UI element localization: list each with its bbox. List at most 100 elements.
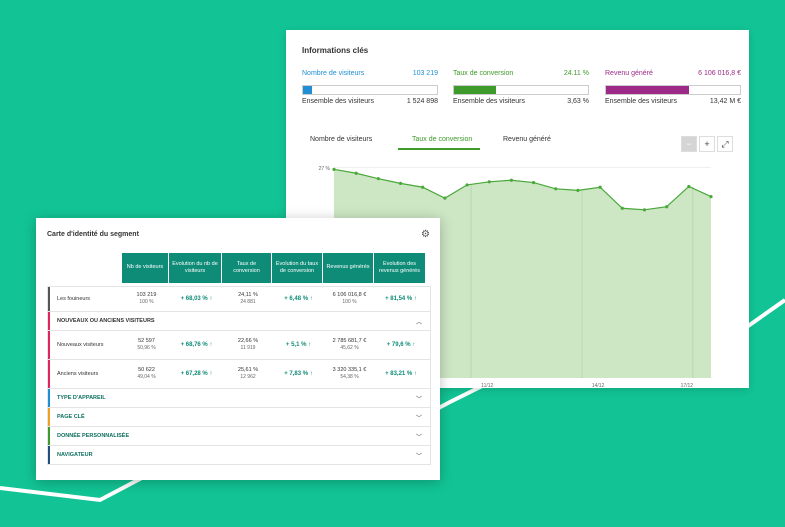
data-point[interactable]: [354, 171, 358, 175]
section-label: NAVIGATEUR: [57, 452, 93, 458]
col-header[interactable]: Evolution des revenus générés: [374, 253, 426, 283]
col-header[interactable]: Evolution du taux de conversion: [272, 253, 323, 283]
chart-toolbar: − + ⤢: [681, 136, 733, 152]
cell-revenue: 3 320 335,1 €54,38 %: [332, 366, 367, 381]
chevron-down-icon[interactable]: ﹀: [415, 396, 422, 403]
zoom-out-button[interactable]: −: [681, 136, 697, 152]
kpi-total-label: Ensemble des visiteurs: [453, 98, 525, 105]
section-device-type[interactable]: TYPE D'APPAREIL ﹀: [47, 389, 431, 408]
data-point[interactable]: [332, 167, 336, 171]
series-line: [333, 168, 712, 211]
table-header: Nb de visiteurs Evolution du nb de visit…: [122, 253, 426, 283]
col-header[interactable]: Evolution du nb de visiteurs: [169, 253, 222, 283]
section-accent: [48, 446, 50, 464]
cell-visitors: 50 622 49,04 %: [137, 366, 156, 381]
x-tick-label: 17/12: [681, 383, 694, 388]
section-accent: [48, 408, 50, 426]
kpi-progress-bar: [453, 85, 589, 95]
data-point[interactable]: [576, 188, 580, 192]
chevron-up-icon[interactable]: ︿: [415, 319, 422, 326]
data-point[interactable]: [487, 180, 491, 184]
data-point[interactable]: [665, 205, 669, 209]
section-key-page[interactable]: PAGE CLÉ ﹀: [47, 408, 431, 427]
fullscreen-button[interactable]: ⤢: [717, 136, 733, 152]
section-label: DONNÉE PERSONNALISÉE: [57, 433, 130, 439]
kpi-progress-bar: [605, 85, 741, 95]
key-info-title: Informations clés: [302, 46, 369, 55]
data-point[interactable]: [598, 185, 602, 189]
kpi-value: 103 219: [412, 70, 438, 77]
tab-revenue[interactable]: Revenu généré: [503, 136, 551, 143]
cell-evo-revenue: + 81,54 % ↑: [385, 295, 417, 302]
row-label: Nouveaux visiteurs: [57, 342, 104, 348]
y-tick-label: 27 %: [319, 166, 331, 172]
col-header[interactable]: Revenus générés: [323, 253, 374, 283]
col-header[interactable]: Taux de conversion: [222, 253, 272, 283]
kpi-conversion[interactable]: Taux de conversion 24.11 % Ensemble des v…: [453, 70, 589, 105]
data-point[interactable]: [531, 180, 536, 185]
row-label: Anciens visiteurs: [57, 371, 99, 377]
row-accent: [48, 360, 50, 388]
data-point[interactable]: [709, 194, 713, 199]
cell-evo-rate: + 5,1 % ↑: [285, 341, 312, 348]
gear-icon[interactable]: ⚙: [421, 229, 430, 240]
cell-evo-visitors: + 68,76 % ↑: [180, 341, 213, 348]
cell-evo-revenue: + 83,21 % ↑: [385, 370, 417, 377]
data-point[interactable]: [620, 206, 624, 210]
row-label: Les fouineurs: [57, 296, 91, 302]
kpi-total-label: Ensemble des visiteurs: [605, 98, 677, 105]
metric-tabs: Nombre de visiteurs Taux de conversion R…: [302, 136, 732, 152]
kpi-progress-fill: [303, 86, 313, 94]
x-tick-label: 11/12: [481, 383, 493, 388]
table-row[interactable]: Nouveaux visiteurs 52 597 50,96 % + 68,76…: [47, 331, 431, 360]
cell-revenue: 6 106 016,8 €100 %: [332, 291, 367, 306]
data-point[interactable]: [687, 184, 691, 189]
section-label: NOUVEAUX OU ANCIENS VISITEURS: [57, 318, 155, 324]
cell-visitors: 103 219 100 %: [136, 291, 157, 306]
cell-revenue: 2 785 681,7 €45,62 %: [332, 337, 367, 352]
kpi-value: 6 106 016,8 €: [698, 70, 741, 77]
tab-conversion[interactable]: Taux de conversion: [398, 136, 481, 150]
kpi-total-label: Ensemble des visiteurs: [302, 98, 374, 105]
col-header[interactable]: Nb de visiteurs: [122, 253, 169, 283]
data-point[interactable]: [509, 178, 514, 182]
table-row[interactable]: Les fouineurs 103 219 100 % + 68,03 % ↑ 2…: [47, 286, 431, 312]
data-point[interactable]: [554, 187, 558, 191]
kpi-label: Nombre de visiteurs: [302, 70, 365, 77]
chevron-down-icon[interactable]: ﹀: [415, 434, 422, 441]
x-tick-label: 14/12: [592, 383, 605, 388]
cell-evo-revenue: + 79,6 % ↑: [386, 341, 416, 348]
kpi-value: 24.11 %: [563, 70, 589, 77]
cell-evo-rate: + 7,83 % ↑: [284, 370, 313, 377]
chevron-down-icon[interactable]: ﹀: [415, 453, 422, 460]
data-point[interactable]: [421, 185, 425, 189]
segment-card-title: Carte d'identité du segment: [47, 231, 139, 238]
cell-rate: 22,66 % 11 919: [237, 337, 259, 352]
kpi-revenue[interactable]: Revenu généré 6 106 016,8 € Ensemble des …: [605, 70, 741, 105]
table-row[interactable]: Anciens visiteurs 50 622 49,04 % + 67,28 …: [47, 360, 431, 389]
section-browser[interactable]: NAVIGATEUR ﹀: [47, 446, 431, 465]
kpi-total-value: 13,42 M €: [709, 98, 741, 105]
data-point[interactable]: [398, 181, 403, 185]
zoom-in-button[interactable]: +: [699, 136, 715, 152]
data-point[interactable]: [465, 183, 469, 187]
data-point[interactable]: [376, 177, 380, 181]
cell-evo-rate: + 6,48 % ↑: [284, 295, 313, 302]
kpi-progress-bar: [302, 85, 438, 95]
segment-table: Les fouineurs 103 219 100 % + 68,03 % ↑ 2…: [47, 286, 431, 465]
section-accent: [48, 389, 50, 407]
kpi-visitors[interactable]: Nombre de visiteurs 103 219 Ensemble des …: [302, 70, 438, 105]
section-accent: [48, 427, 50, 445]
kpi-label: Taux de conversion: [453, 70, 514, 77]
section-custom-data[interactable]: DONNÉE PERSONNALISÉE ﹀: [47, 427, 431, 446]
cell-rate: 24,11 % 24 881: [238, 291, 258, 306]
kpi-label: Revenu généré: [605, 70, 653, 77]
tab-visitors[interactable]: Nombre de visiteurs: [310, 136, 373, 143]
chevron-down-icon[interactable]: ﹀: [415, 415, 422, 422]
section-new-old-visitors[interactable]: NOUVEAUX OU ANCIENS VISITEURS ︿: [47, 312, 431, 331]
data-point[interactable]: [443, 196, 447, 200]
cell-evo-visitors: + 68,03 % ↑: [180, 295, 213, 302]
row-accent: [48, 331, 50, 359]
kpi-progress-fill: [606, 86, 690, 94]
data-point[interactable]: [642, 208, 647, 212]
